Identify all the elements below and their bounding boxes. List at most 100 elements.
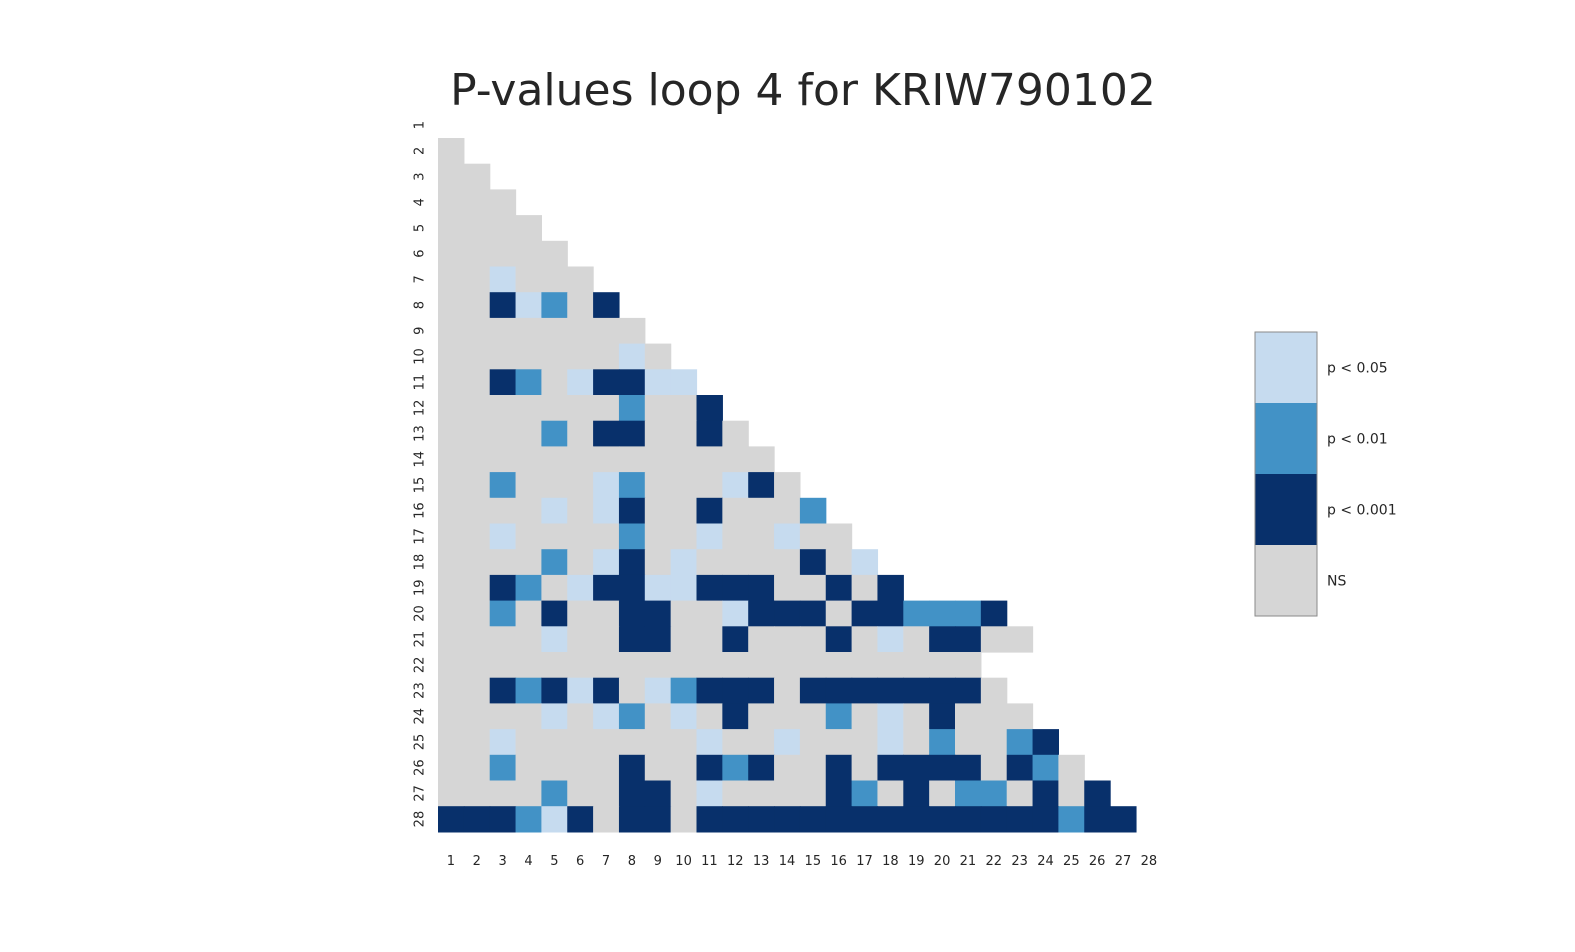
heatmap-cell-13-9 bbox=[644, 420, 672, 447]
x-tick-label: 28 bbox=[1141, 854, 1158, 869]
chart-title: P-values loop 4 for KRIW790102 bbox=[450, 65, 1156, 116]
heatmap-cell-8-2 bbox=[463, 292, 491, 319]
heatmap-cell-21-9 bbox=[644, 626, 672, 653]
heatmap-cell-25-4 bbox=[515, 729, 542, 756]
heatmap-cell-22-15 bbox=[799, 652, 827, 679]
heatmap-cell-19-5 bbox=[541, 574, 568, 602]
heatmap-cell-24-7 bbox=[593, 703, 620, 730]
y-tick-label: 16 bbox=[413, 502, 428, 519]
heatmap-cell-9-6 bbox=[567, 317, 594, 345]
y-tick-label: 18 bbox=[413, 554, 428, 571]
y-tick-label: 27 bbox=[413, 785, 428, 802]
heatmap-cell-18-6 bbox=[567, 549, 594, 576]
heatmap-cell-22-19 bbox=[903, 652, 930, 679]
heatmap-cell-12-7 bbox=[593, 395, 620, 422]
y-tick-label: 4 bbox=[413, 198, 428, 206]
heatmap-cell-14-2 bbox=[463, 446, 491, 473]
y-tick-label: 5 bbox=[413, 224, 428, 232]
heatmap-cell-20-18 bbox=[877, 600, 904, 627]
x-tick-label: 6 bbox=[576, 854, 584, 869]
heatmap-cell-21-6 bbox=[567, 626, 594, 653]
heatmap-cell-21-13 bbox=[748, 626, 775, 653]
heatmap-cell-23-17 bbox=[851, 677, 879, 704]
heatmap-cell-26-11 bbox=[696, 754, 723, 782]
heatmap-cell-26-23 bbox=[1006, 754, 1034, 782]
heatmap-cell-17-13 bbox=[748, 523, 775, 550]
heatmap-cell-22-16 bbox=[825, 652, 853, 679]
heatmap-cell-23-11 bbox=[696, 677, 723, 704]
heatmap-cell-14-7 bbox=[593, 446, 620, 473]
heatmap-cell-26-24 bbox=[1032, 754, 1059, 782]
heatmap-cell-28-2 bbox=[463, 806, 491, 833]
heatmap-cell-18-10 bbox=[670, 549, 698, 576]
heatmap-cell-8-7 bbox=[593, 292, 620, 319]
heatmap-cell-7-5 bbox=[541, 266, 568, 293]
heatmap-cell-12-3 bbox=[489, 395, 517, 422]
heatmap-cell-28-6 bbox=[567, 806, 594, 833]
x-tick-label: 7 bbox=[602, 854, 610, 869]
heatmap-cell-21-4 bbox=[515, 626, 542, 653]
heatmap-cell-18-14 bbox=[774, 549, 801, 576]
heatmap-cell-28-23 bbox=[1006, 806, 1034, 833]
heatmap-cell-28-16 bbox=[825, 806, 853, 833]
heatmap-cell-8-3 bbox=[489, 292, 517, 319]
heatmap-cell-13-3 bbox=[489, 420, 517, 447]
heatmap-cell-22-6 bbox=[567, 652, 594, 679]
heatmap-cell-26-22 bbox=[980, 754, 1008, 782]
heatmap-cell-20-21 bbox=[955, 600, 982, 627]
heatmap-cell-28-21 bbox=[955, 806, 982, 833]
heatmap-cell-16-1 bbox=[438, 497, 465, 525]
heatmap-cell-24-23 bbox=[1006, 703, 1034, 730]
heatmap-cell-21-1 bbox=[438, 626, 465, 653]
y-tick-label: 26 bbox=[413, 759, 428, 776]
heatmap-cell-19-1 bbox=[438, 574, 465, 602]
heatmap-cell-24-17 bbox=[851, 703, 879, 730]
heatmap-cell-18-1 bbox=[438, 549, 465, 576]
heatmap-cell-27-25 bbox=[1058, 780, 1085, 807]
heatmap-cell-15-5 bbox=[541, 472, 568, 499]
x-tick-label: 4 bbox=[524, 854, 532, 869]
heatmap-cell-25-9 bbox=[644, 729, 672, 756]
x-tick-label: 9 bbox=[654, 854, 662, 869]
heatmap-cell-27-26 bbox=[1084, 780, 1111, 807]
y-tick-label: 2 bbox=[413, 147, 428, 155]
heatmap-cell-28-27 bbox=[1110, 806, 1137, 833]
x-tick-label: 25 bbox=[1063, 854, 1080, 869]
heatmap-cell-12-4 bbox=[515, 395, 542, 422]
heatmap-cell-18-12 bbox=[722, 549, 749, 576]
heatmap-cell-14-6 bbox=[567, 446, 594, 473]
x-tick-label: 27 bbox=[1115, 854, 1132, 869]
y-tick-label: 3 bbox=[413, 172, 428, 180]
legend-swatch bbox=[1255, 332, 1317, 403]
x-tick-label: 21 bbox=[960, 854, 977, 869]
heatmap-cell-26-6 bbox=[567, 754, 594, 782]
y-tick-label: 23 bbox=[413, 682, 428, 699]
heatmap-cell-5-1 bbox=[438, 215, 465, 242]
heatmap-cell-21-8 bbox=[618, 626, 646, 653]
heatmap-cell-2-1 bbox=[438, 138, 465, 165]
legend-label: p < 0.05 bbox=[1327, 361, 1388, 377]
heatmap-cell-24-4 bbox=[515, 703, 542, 730]
heatmap-cell-13-11 bbox=[696, 420, 723, 447]
heatmap-cell-27-7 bbox=[593, 780, 620, 807]
heatmap-cell-23-9 bbox=[644, 677, 672, 704]
heatmap-cell-24-2 bbox=[463, 703, 491, 730]
heatmap-cell-12-5 bbox=[541, 395, 568, 422]
heatmap-cell-23-12 bbox=[722, 677, 749, 704]
heatmap-cell-25-1 bbox=[438, 729, 465, 756]
heatmap-cell-19-4 bbox=[515, 574, 542, 602]
heatmap-cell-25-18 bbox=[877, 729, 904, 756]
heatmap-cell-7-4 bbox=[515, 266, 542, 293]
heatmap-cell-16-5 bbox=[541, 497, 568, 525]
heatmap-cell-24-15 bbox=[799, 703, 827, 730]
heatmap-cell-19-6 bbox=[567, 574, 594, 602]
x-tick-label: 8 bbox=[628, 854, 636, 869]
heatmap-cell-17-7 bbox=[593, 523, 620, 550]
heatmap-cell-3-2 bbox=[463, 163, 491, 190]
heatmap-cell-5-2 bbox=[463, 215, 491, 242]
heatmap-cell-21-21 bbox=[955, 626, 982, 653]
x-tick-label: 24 bbox=[1037, 854, 1054, 869]
heatmap-cell-25-10 bbox=[670, 729, 698, 756]
heatmap-cell-5-4 bbox=[515, 215, 542, 242]
heatmap-cell-26-20 bbox=[929, 754, 956, 782]
